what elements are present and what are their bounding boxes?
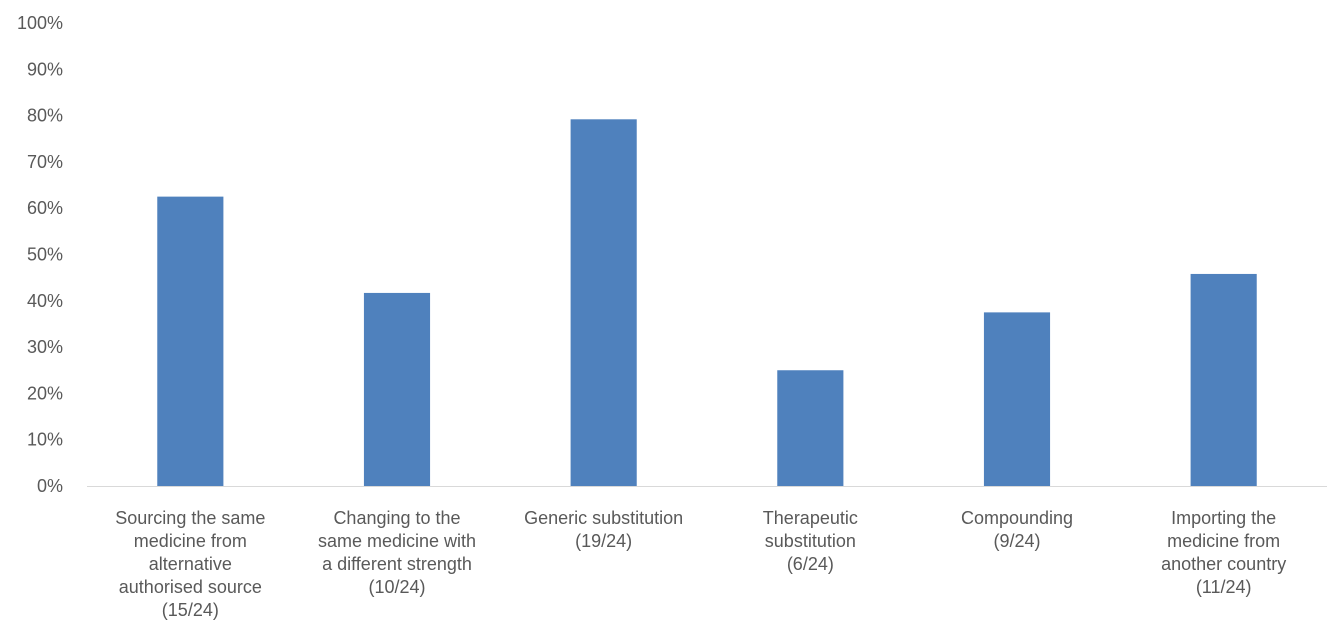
x-axis-labels: Sourcing the same medicine from alternativ…	[115, 508, 1286, 620]
x-category-label-line: substitution	[765, 531, 856, 551]
y-tick-label: 40%	[27, 291, 63, 311]
x-category-label: Importing the medicine from another countr…	[1161, 508, 1286, 597]
x-category-label-line: alternative	[149, 554, 232, 574]
x-category-label: Generic substitution (19/24)	[524, 508, 683, 551]
y-tick-label: 80%	[27, 106, 63, 126]
x-category-label-line: Compounding	[961, 508, 1073, 528]
x-category-label-line: a different strength	[322, 554, 472, 574]
y-tick-label: 30%	[27, 337, 63, 357]
x-category-label-line: Sourcing the same	[115, 508, 265, 528]
x-category-label-line: (6/24)	[787, 554, 834, 574]
x-category-label-line: Importing the	[1171, 508, 1276, 528]
y-axis: 0% 10% 20% 30% 40% 50% 60% 70% 80% 90% 100%	[17, 13, 63, 496]
x-category-label-line: (10/24)	[368, 577, 425, 597]
x-category-label-line: (19/24)	[575, 531, 632, 551]
x-category-label: Sourcing the same medicine from alternativ…	[115, 508, 265, 620]
x-category-label-line: another country	[1161, 554, 1286, 574]
y-tick-label: 20%	[27, 383, 63, 403]
x-category-label-line: Therapeutic	[763, 508, 858, 528]
y-tick-label: 70%	[27, 152, 63, 172]
x-category-label-line: same medicine with	[318, 531, 476, 551]
y-tick-label: 10%	[27, 430, 63, 450]
x-category-label-line: medicine from	[1167, 531, 1280, 551]
x-category-label-line: (11/24)	[1196, 577, 1252, 597]
y-tick-label: 60%	[27, 198, 63, 218]
bar	[570, 119, 637, 486]
bars	[157, 119, 1257, 486]
bar	[983, 312, 1051, 486]
x-category-label-line: (15/24)	[162, 600, 219, 620]
bar	[363, 292, 431, 486]
y-tick-label: 50%	[27, 245, 63, 265]
y-tick-label: 100%	[17, 13, 63, 33]
x-category-label: Changing to the same medicine with a diffe…	[318, 508, 476, 597]
x-category-label-line: Changing to the	[333, 508, 460, 528]
bar	[157, 196, 224, 486]
x-category-label-line: authorised source	[119, 577, 262, 597]
y-tick-label: 90%	[27, 59, 63, 79]
bar	[777, 370, 844, 486]
bar	[1190, 273, 1257, 486]
x-category-label: Therapeutic substitution (6/24)	[763, 508, 858, 574]
x-category-label-line: medicine from	[134, 531, 247, 551]
y-tick-label: 0%	[37, 476, 63, 496]
x-category-label-line: Generic substitution	[524, 508, 683, 528]
x-category-label: Compounding (9/24)	[961, 508, 1073, 551]
x-category-label-line: (9/24)	[993, 531, 1040, 551]
